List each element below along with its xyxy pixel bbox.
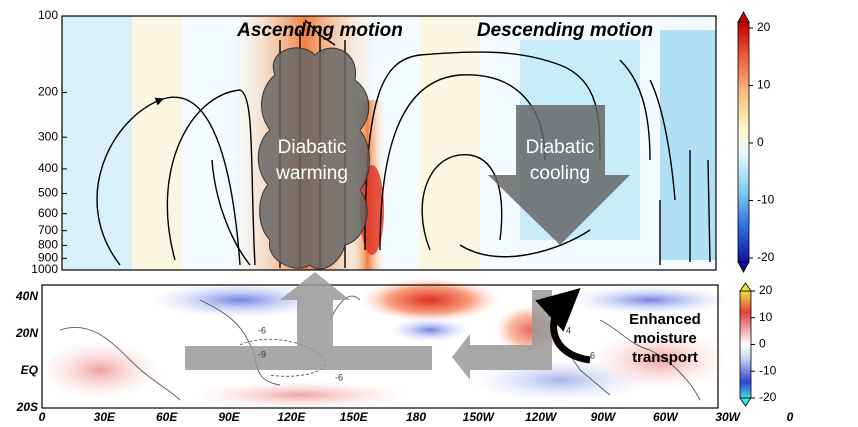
upper-colorbar	[737, 11, 750, 273]
y-tick-label: 600	[38, 206, 58, 220]
lon-label: 0	[39, 410, 46, 424]
contour-label: -9	[258, 349, 266, 359]
colorbar-label: 10	[757, 78, 771, 92]
lower-map	[40, 278, 730, 409]
moisture-arrow	[535, 287, 591, 364]
contour-label: 4	[566, 325, 571, 335]
lon-label: 60W	[653, 410, 679, 424]
colorbar-label: -20	[757, 250, 775, 264]
upper-field	[61, 15, 717, 271]
lon-label: 120W	[525, 410, 558, 424]
y-tick-label: 100	[38, 8, 58, 22]
colorbar-label: -20	[759, 390, 777, 404]
cooling-label: cooling	[530, 163, 590, 184]
warming-label: Diabatic	[278, 137, 347, 158]
y-tick-label: 200	[38, 85, 58, 99]
heading: Descending motion	[477, 20, 653, 41]
lon-label: 0	[787, 410, 794, 424]
contour-label: -6	[335, 372, 343, 382]
cooling-label: Diabatic	[526, 137, 595, 158]
y-tick-label: 900	[38, 251, 58, 265]
y-tick-label: 800	[38, 238, 58, 252]
lon-label: 150W	[463, 410, 496, 424]
y-tick-label: 700	[38, 223, 58, 237]
colorbar-label: 20	[757, 20, 771, 34]
colorbar-label: -10	[759, 363, 777, 377]
y-tick-label: 400	[38, 161, 58, 175]
lat-label: EQ	[21, 363, 39, 377]
lon-label: 90E	[218, 410, 240, 424]
warming-label: warming	[275, 163, 348, 184]
heading: Ascending motion	[236, 20, 403, 41]
lon-label: 30E	[94, 410, 116, 424]
cooling-arrow	[488, 105, 630, 245]
lon-label: 60E	[156, 410, 178, 424]
colorbar-label: 0	[757, 135, 764, 149]
contour-label: -6	[258, 325, 266, 335]
moisture-label: moisture	[633, 330, 696, 347]
lon-label: 30W	[715, 410, 741, 424]
y-tick-label: 1000	[31, 262, 58, 276]
colorbar-label: 10	[759, 310, 773, 324]
lower-colorbar	[739, 282, 752, 407]
lon-label: 180	[406, 410, 426, 424]
colorbar-label: -10	[757, 193, 775, 207]
lat-label: 20S	[16, 400, 38, 414]
lat-label: 40N	[15, 289, 38, 303]
colorbar-label: 0	[759, 337, 766, 351]
contour-label: 6	[590, 350, 595, 360]
moisture-label: transport	[632, 349, 698, 366]
lon-label: 150E	[340, 410, 369, 424]
y-tick-label: 500	[38, 186, 58, 200]
moisture-label: Enhanced	[629, 311, 701, 328]
lat-label: 20N	[15, 326, 38, 340]
y-tick-label: 300	[38, 129, 58, 143]
colorbar-label: 20	[759, 283, 773, 297]
warming-cloud	[257, 47, 370, 270]
lon-label: 120E	[277, 410, 306, 424]
lon-label: 90W	[591, 410, 617, 424]
